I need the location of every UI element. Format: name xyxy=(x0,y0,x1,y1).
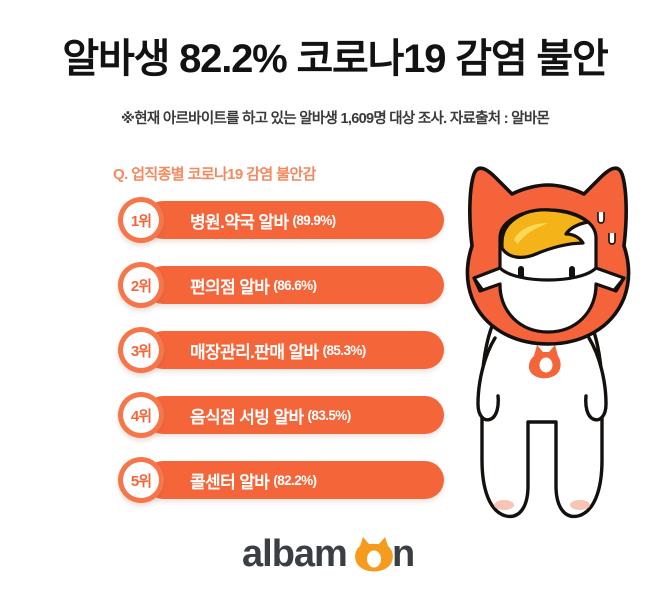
eye-right xyxy=(569,266,575,279)
albamon-logo: albam n xyxy=(0,534,670,581)
rank-row: 5위 콜센터 알바 (82.2%) xyxy=(118,457,444,503)
rank-bar xyxy=(144,396,444,434)
mascot-right-arm xyxy=(584,336,608,422)
rank-bar xyxy=(144,331,444,369)
rank-badge: 3위 xyxy=(118,327,164,373)
rank-badge-label: 2위 xyxy=(123,267,159,303)
foot-pad-left xyxy=(494,500,514,510)
face-mask xyxy=(472,266,626,334)
logo-text-left: albam xyxy=(242,534,347,575)
rank-job-label: 병원.약국 알바 xyxy=(190,212,289,232)
rank-badge: 5위 xyxy=(118,457,164,503)
rank-badge-label: 1위 xyxy=(123,202,159,238)
gold-hair-tuft xyxy=(500,208,590,259)
rank-text: 병원.약국 알바 (89.9%) xyxy=(190,197,336,243)
rank-job-label: 매장관리.판매 알바 xyxy=(190,342,319,362)
rank-job-label: 콜센터 알바 xyxy=(190,472,270,492)
rank-row: 2위 편의점 알바 (86.6%) xyxy=(118,262,444,308)
rank-percent-label: (83.5%) xyxy=(307,407,352,423)
rank-job-label: 음식점 서빙 알바 xyxy=(190,407,304,427)
rank-job-label: 편의점 알바 xyxy=(190,277,270,297)
logo-cat-o-icon xyxy=(355,537,393,572)
rank-badge: 2위 xyxy=(118,262,164,308)
rank-text: 편의점 알바 (86.6%) xyxy=(190,262,317,308)
rank-badge: 1위 xyxy=(118,197,164,243)
rank-row: 3위 매장관리.판매 알바 (85.3%) xyxy=(118,327,444,373)
rank-badge-label: 3위 xyxy=(123,332,159,368)
cat-face-logo xyxy=(528,345,561,379)
rank-text: 음식점 서빙 알바 (83.5%) xyxy=(190,392,351,438)
rank-percent-label: (89.9%) xyxy=(292,212,337,228)
logo-text-right: n xyxy=(392,534,414,575)
mascot-left-arm xyxy=(476,336,500,422)
rank-bar xyxy=(144,201,444,239)
rank-badge: 4위 xyxy=(118,392,164,438)
rank-percent-label: (86.6%) xyxy=(273,277,317,293)
rank-row: 4위 음식점 서빙 알바 (83.5%) xyxy=(118,392,444,438)
rank-percent-label: (85.3%) xyxy=(322,342,367,358)
page-title: 알바생 82.2% 코로나19 감염 불안 xyxy=(62,37,608,81)
rank-bar xyxy=(144,461,444,499)
question-label: Q. 업직종별 코로나19 감염 불안감 xyxy=(113,166,316,183)
rank-bar xyxy=(144,266,444,304)
rank-badge-label: 4위 xyxy=(123,397,159,433)
foot-pad-right xyxy=(570,500,590,510)
rank-text: 콜센터 알바 (82.2%) xyxy=(190,457,317,503)
rank-badge-label: 5위 xyxy=(123,462,159,498)
sweat-drops xyxy=(597,212,616,245)
albamon-cat-mascot xyxy=(438,160,670,540)
rank-percent-label: (82.2%) xyxy=(273,472,317,488)
rank-row: 1위 병원.약국 알바 (89.9%) xyxy=(118,197,444,243)
rank-text: 매장관리.판매 알바 (85.3%) xyxy=(190,327,366,373)
survey-note: ※현재 아르바이트를 하고 있는 알바생 1,609명 대상 조사. 자료출처 … xyxy=(120,111,550,127)
